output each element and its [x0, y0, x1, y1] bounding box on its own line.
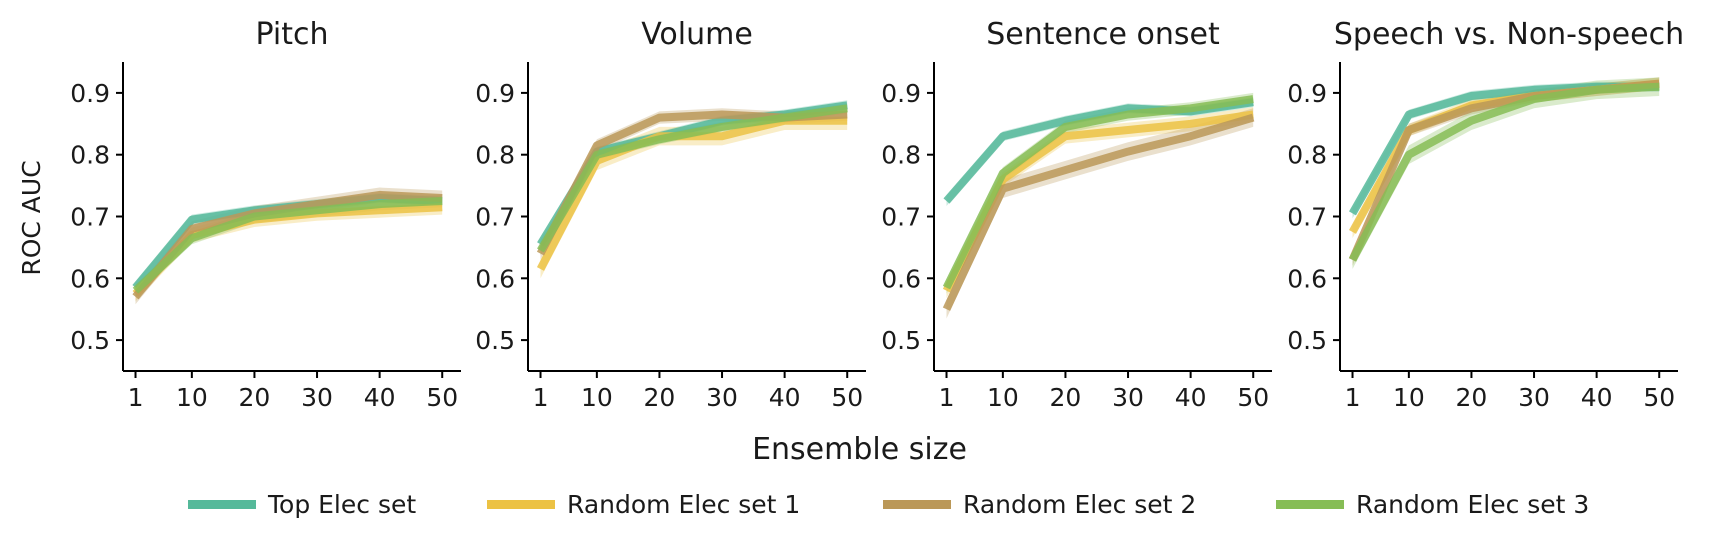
panel-pitch: Pitch 0.5 0.6 0.7 0.8 0.9 1 10 20 30 40 50	[70, 17, 461, 412]
series-line-random-elec-set-2	[942, 113, 1255, 311]
panel-speech-vs-non-speech: Speech vs. Non-speech 0.5 0.6 0.7 0.8 0.9 1 10 2…	[1287, 17, 1684, 412]
y-tick-label: 0.6	[1287, 264, 1327, 293]
x-tick-label: 40	[1175, 383, 1207, 412]
series-line-random-elec-set-2	[132, 190, 443, 300]
x-tick-label: 40	[1581, 383, 1613, 412]
x-tick-label: 30	[706, 383, 738, 412]
y-tick-label: 0.8	[70, 141, 110, 170]
y-tick-label: 0.5	[881, 326, 921, 355]
y-tick-label: 0.8	[1287, 141, 1327, 170]
series-line-random-elec-set-3	[1348, 82, 1660, 262]
y-tick-label: 0.5	[70, 326, 110, 355]
legend-label-random-elec-set-2: Random Elec set 2	[963, 489, 1197, 519]
x-tick-label: 20	[1456, 383, 1488, 412]
error-band-random-elec-set-3	[1352, 77, 1660, 270]
series-line-random-elec-set-3	[537, 104, 848, 253]
y-axis-label: ROC AUC	[17, 160, 46, 275]
legend-swatch-random-elec-set-1	[487, 499, 555, 509]
legend-label-top-elec-set: Top Elec set	[268, 489, 417, 519]
panel-title: Speech vs. Non-speech	[1334, 17, 1684, 52]
x-tick-label: 10	[176, 383, 208, 412]
y-tick-label: 0.5	[1287, 326, 1327, 355]
legend-swatch-random-elec-set-2	[883, 499, 951, 509]
x-tick-label: 1	[128, 383, 144, 412]
legend-swatch-top-elec-set	[188, 499, 256, 509]
y-tick-label: 0.8	[475, 141, 515, 170]
x-tick-label: 50	[1237, 383, 1269, 412]
figure-canvas: Pitch 0.5 0.6 0.7 0.8 0.9 1 10 20 30 40 50 Volume 0.5…	[17, 17, 1684, 412]
series-line-random-elec-set-3	[942, 95, 1254, 290]
panel-volume: Volume 0.5 0.6 0.7 0.8 0.9 1 10 20 30 40 50	[475, 17, 866, 412]
legend-label-random-elec-set-3: Random Elec set 3	[1356, 489, 1590, 519]
x-tick-label: 1	[533, 383, 549, 412]
x-tick-label: 20	[1050, 383, 1082, 412]
x-tick-label: 50	[831, 383, 863, 412]
error-band-random-elec-set-1	[1352, 77, 1660, 239]
legend-swatch-random-elec-set-3	[1276, 499, 1344, 509]
y-tick-label: 0.5	[475, 326, 515, 355]
series-line-random-elec-set-3	[132, 197, 443, 294]
legend-item-random-elec-set-2: Random Elec set 2	[883, 484, 1196, 524]
legend-label-random-elec-set-1: Random Elec set 1	[567, 489, 801, 519]
legend-item-random-elec-set-3: Random Elec set 3	[1276, 484, 1589, 524]
y-tick-label: 0.7	[475, 203, 515, 232]
x-tick-label: 20	[239, 383, 271, 412]
y-tick-label: 0.7	[881, 203, 921, 232]
x-tick-label: 40	[364, 383, 396, 412]
legend: Top Elec set Random Elec set 1 Random El…	[0, 484, 1719, 524]
y-tick-label: 0.6	[881, 264, 921, 293]
y-tick-label: 0.6	[70, 264, 110, 293]
panel-title: Pitch	[255, 17, 328, 52]
x-tick-label: 40	[769, 383, 801, 412]
x-tick-label: 30	[301, 383, 333, 412]
x-tick-label: 50	[426, 383, 458, 412]
x-tick-label: 10	[1393, 383, 1425, 412]
x-tick-label: 50	[1643, 383, 1675, 412]
y-tick-label: 0.9	[70, 79, 110, 108]
y-tick-label: 0.6	[475, 264, 515, 293]
x-tick-label: 30	[1518, 383, 1550, 412]
legend-item-top-elec-set: Top Elec set	[188, 484, 416, 524]
y-tick-label: 0.7	[70, 203, 110, 232]
x-tick-label: 10	[581, 383, 613, 412]
panel-sentence-onset: Sentence onset 0.5 0.6 0.7 0.8 0.9 1 10 20 30 40 50	[881, 17, 1272, 412]
x-tick-label: 1	[939, 383, 955, 412]
x-tick-label: 20	[644, 383, 676, 412]
x-tick-label: 10	[987, 383, 1019, 412]
panel-title: Volume	[641, 17, 753, 52]
y-tick-label: 0.9	[881, 79, 921, 108]
x-tick-label: 1	[1345, 383, 1361, 412]
y-tick-label: 0.9	[475, 79, 515, 108]
panel-title: Sentence onset	[986, 17, 1220, 52]
legend-item-random-elec-set-1: Random Elec set 1	[487, 484, 800, 524]
y-tick-label: 0.7	[1287, 203, 1327, 232]
x-tick-label: 30	[1112, 383, 1144, 412]
x-axis-label: Ensemble size	[752, 432, 967, 467]
y-tick-label: 0.8	[881, 141, 921, 170]
y-tick-label: 0.9	[1287, 79, 1327, 108]
